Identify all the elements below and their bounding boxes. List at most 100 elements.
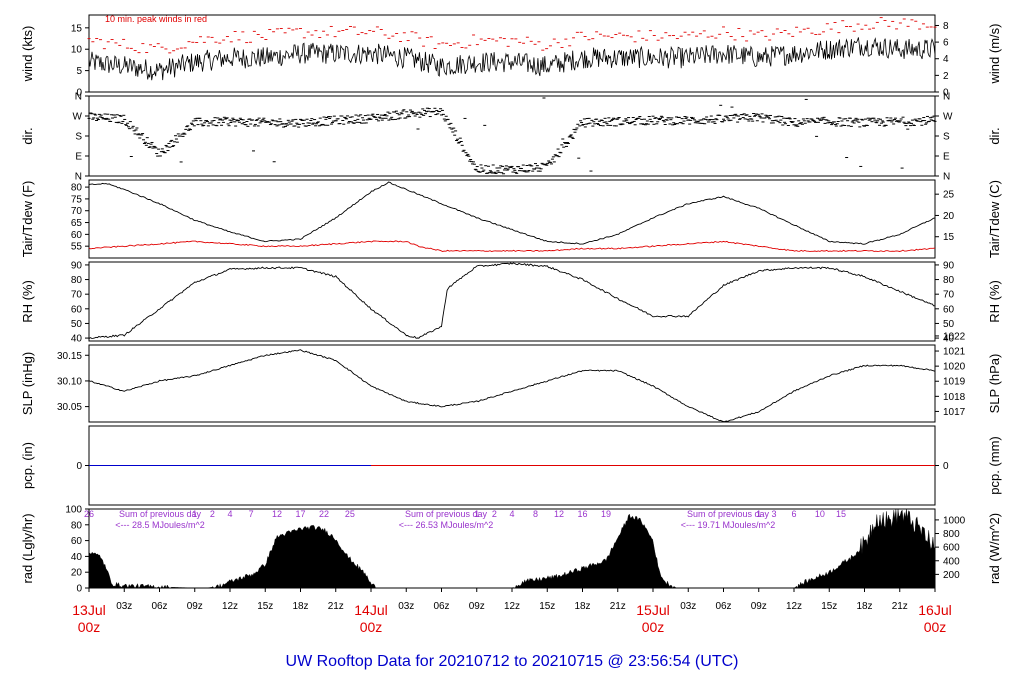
slp-left-tick-label: 30.15 (57, 351, 82, 362)
temp-left-tick-label: 65 (71, 218, 83, 229)
time-tick-label: 21z (328, 601, 344, 612)
time-tick-label: 06z (151, 601, 167, 612)
wind-left-axis-label: wind (kts) (20, 26, 35, 83)
rad-hour-label: 4 (227, 509, 232, 519)
temp-right-tick-label: 25 (943, 190, 955, 201)
day-label-hour: 00z (360, 619, 383, 635)
time-axis: 03z 06z 09z 12z 15z 18z 21z 03z 06z 09z 12z 15z 18z 2… (72, 588, 952, 635)
rad-hour-label: 1 (192, 509, 197, 519)
rad-hour-label: 4 (509, 509, 514, 519)
rh-left-axis-label: RH (%) (20, 280, 35, 323)
wind-series-line (88, 37, 936, 81)
temp-right-tick-label: 20 (943, 211, 955, 222)
rad-right-tick-label: 1000 (943, 515, 966, 526)
chart-title: UW Rooftop Data for 20210712 to 20210715… (286, 653, 739, 670)
rh-series-line (88, 262, 935, 339)
dir-right-axis-label: dir. (987, 127, 1002, 144)
rad-hour-label: 15 (836, 509, 846, 519)
time-tick-label: 18z (574, 601, 590, 612)
time-tick-label: 09z (187, 601, 203, 612)
rad-sum-note-value: <--- 28.5 MJoules/m^2 (115, 520, 205, 530)
time-tick-label: 06z (433, 601, 449, 612)
panel-frame-slp (88, 344, 936, 423)
rad-hour-label: 26 (84, 509, 94, 519)
dir-left-tick-label: W (73, 112, 83, 123)
tdew-series-line (88, 240, 936, 252)
time-tick-label: 09z (469, 601, 485, 612)
peak-wind-series (87, 17, 937, 54)
rad-hour-label: 12 (554, 509, 564, 519)
dir-left-tick-label: E (75, 152, 82, 163)
pcp-right-tick-label: 0 (943, 461, 949, 472)
rad-hour-label: 3 (772, 509, 777, 519)
dir-left-tick-label: S (75, 132, 82, 143)
time-tick-label: 03z (398, 601, 414, 612)
dir-right-tick-label: W (943, 112, 953, 123)
rad-left-axis-label: rad (Lgly/hr) (20, 513, 35, 583)
time-tick-label: 21z (610, 601, 626, 612)
rad-hour-label: 7 (249, 509, 254, 519)
wind-right-tick-label: 6 (943, 38, 949, 49)
rh-right-tick-label: 60 (943, 304, 955, 315)
panel-frames (88, 14, 936, 589)
rad-hour-label: 19 (601, 509, 611, 519)
rad-left-tick-label: 20 (71, 568, 83, 579)
rad-right-tick-label: 800 (943, 529, 960, 540)
panel-frame-temp (88, 179, 936, 259)
slp-right-tick-label: 1022 (943, 331, 966, 342)
peak-wind-note: 10 min. peak winds in red (105, 14, 207, 24)
temp-left-tick-label: 70 (71, 206, 83, 217)
rh-right-tick-label: 90 (943, 260, 955, 271)
rad-left-tick-label: 80 (71, 520, 83, 531)
rad-hour-label: 1 (756, 509, 761, 519)
pcp-left-tick-label: 0 (76, 461, 82, 472)
rad-sum-note-label: Sum of previous day (119, 509, 202, 519)
slp-left-axis-label: SLP (inHg) (20, 352, 35, 415)
wind-right-tick-label: 4 (943, 54, 949, 65)
rad-hour-label: 2 (492, 509, 497, 519)
time-tick-label: 12z (786, 601, 802, 612)
day-label-hour: 00z (642, 619, 665, 635)
wind-right-axis-label: wind (m/s) (987, 24, 1002, 85)
dir-right-tick-label: N (943, 172, 950, 183)
rad-sum-note-value: <--- 19.71 MJoules/m^2 (681, 520, 776, 530)
rh-left-tick-label: 70 (71, 290, 83, 301)
time-tick-label: 15z (821, 601, 837, 612)
day-label-date: 13Jul (72, 602, 105, 618)
rh-right-axis-label: RH (%) (987, 280, 1002, 323)
rad-hour-label: 8 (533, 509, 538, 519)
rh-right-tick-label: 50 (943, 319, 955, 330)
rad-hour-label: 1 (474, 509, 479, 519)
slp-right-tick-label: 1019 (943, 377, 966, 388)
rad-left-tick-label: 60 (71, 536, 83, 547)
panel-frame-rh (88, 261, 936, 342)
rad-left-tick-label: 100 (65, 505, 82, 516)
rad-left-tick-label: 0 (76, 584, 82, 595)
temp-left-tick-label: 60 (71, 230, 83, 241)
dir-left-tick-label: N (75, 92, 82, 103)
rad-right-axis-label: rad (W/m^2) (987, 513, 1002, 584)
time-tick-label: 03z (680, 601, 696, 612)
rad-right-tick-label: 400 (943, 556, 960, 567)
rad-hour-label: 6 (791, 509, 796, 519)
tair-series-line (88, 181, 936, 245)
time-tick-label: 03z (116, 601, 132, 612)
rad-series-area (88, 508, 936, 589)
temp-left-tick-label: 75 (71, 194, 83, 205)
wind-left-tick-label: 5 (76, 66, 82, 77)
slp-right-tick-label: 1021 (943, 347, 966, 358)
temp-left-axis-label: Tair/Tdew (F) (20, 181, 35, 258)
panel-frame-rad (88, 508, 936, 589)
time-tick-label: 06z (715, 601, 731, 612)
pcp-left-axis-label: pcp. (in) (20, 442, 35, 489)
wind-right-tick-label: 8 (943, 21, 949, 32)
rad-hour-label: 10 (815, 509, 825, 519)
time-tick-label: 15z (257, 601, 273, 612)
slp-right-axis-label: SLP (hPa) (987, 354, 1002, 414)
rh-left-tick-label: 80 (71, 275, 83, 286)
day-label-hour: 00z (924, 619, 947, 635)
rad-hour-label: 22 (319, 509, 329, 519)
rad-hour-label: 25 (345, 509, 355, 519)
panel-frame-dir (88, 95, 936, 177)
